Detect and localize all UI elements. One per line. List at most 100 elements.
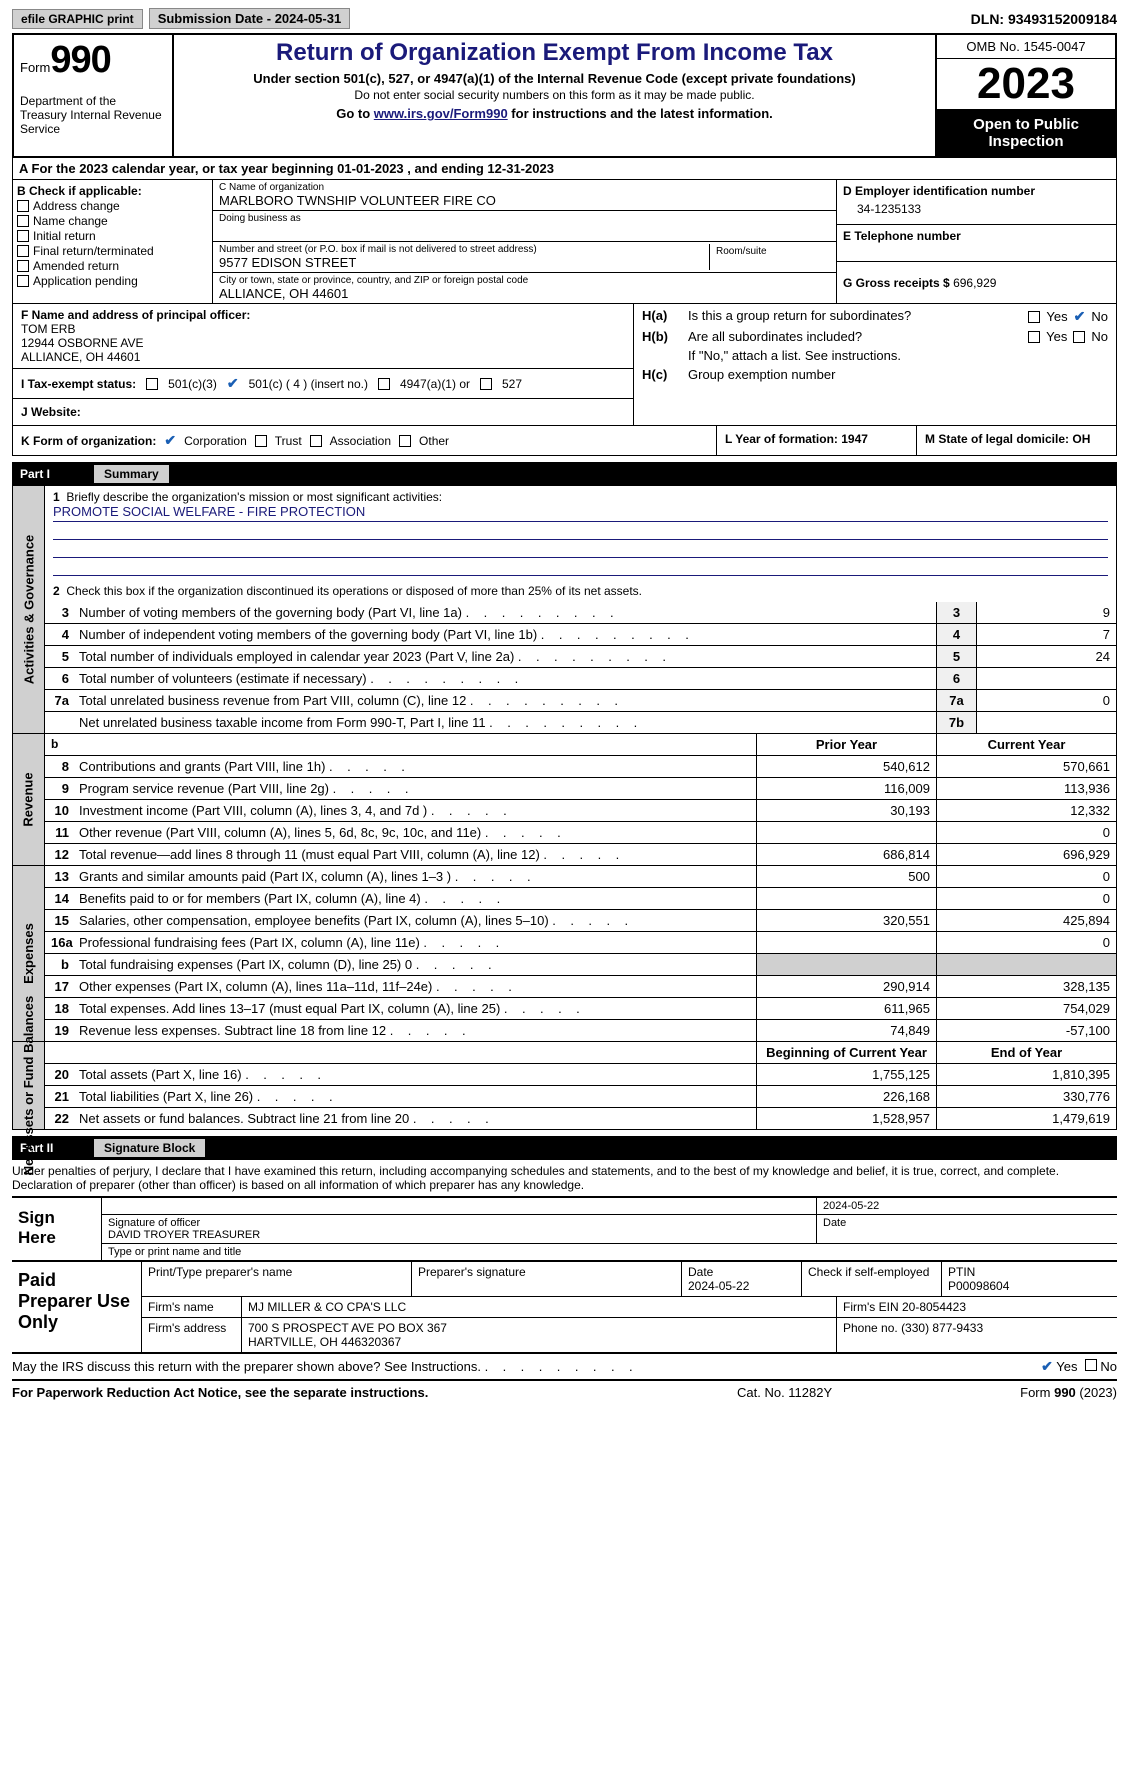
form-link-line: Go to www.irs.gov/Form990 for instructio…: [184, 106, 925, 121]
checkbox-discuss-no[interactable]: [1085, 1359, 1097, 1371]
checkbox-ha-yes[interactable]: [1028, 311, 1040, 323]
ein-value: 34-1235133: [843, 198, 1110, 220]
current-year-value: 696,929: [936, 844, 1116, 865]
gov-line-box: 5: [936, 646, 976, 667]
firm-addr2: HARTVILLE, OH 446320367: [248, 1335, 401, 1349]
checkbox-association[interactable]: [310, 435, 322, 447]
checkbox-final-return[interactable]: [17, 245, 29, 257]
sig-date: 2024-05-22: [817, 1198, 1117, 1214]
checkbox-hb-yes[interactable]: [1028, 331, 1040, 343]
checkmark-icon: ✔: [164, 432, 176, 449]
firm-phone: (330) 877-9433: [901, 1321, 983, 1335]
street-label: Number and street (or P.O. box if mail i…: [219, 244, 709, 255]
efile-button[interactable]: efile GRAPHIC print: [12, 9, 143, 29]
org-name: MARLBORO TWNSHIP VOLUNTEER FIRE CO: [219, 193, 830, 208]
gov-line-text: Total number of volunteers (estimate if …: [75, 668, 936, 689]
cat-number: Cat. No. 11282Y: [737, 1385, 937, 1400]
prior-year-value: 320,551: [756, 910, 936, 931]
mission-text: PROMOTE SOCIAL WELFARE - FIRE PROTECTION: [53, 504, 1108, 522]
checkbox-hb-no[interactable]: [1073, 331, 1085, 343]
line-text: Total revenue—add lines 8 through 11 (mu…: [75, 844, 756, 865]
omb-number: OMB No. 1545-0047: [937, 35, 1115, 59]
prior-year-value: [756, 954, 936, 975]
checkmark-icon: ✔: [1041, 1358, 1053, 1374]
prior-year-value: 1,528,957: [756, 1108, 936, 1129]
officer-addr1: 12944 OSBORNE AVE: [21, 336, 625, 350]
city: ALLIANCE, OH 44601: [219, 286, 830, 301]
checkbox-application-pending[interactable]: [17, 275, 29, 287]
line-text: Total liabilities (Part X, line 26): [75, 1086, 756, 1107]
line-text: Program service revenue (Part VIII, line…: [75, 778, 756, 799]
checkmark-icon: ✔: [227, 375, 239, 392]
current-year-header: Current Year: [936, 734, 1116, 755]
checkbox-other[interactable]: [399, 435, 411, 447]
org-name-label: C Name of organization: [219, 182, 830, 193]
firm-addr-label: Firm's address: [142, 1318, 242, 1352]
line-text: Revenue less expenses. Subtract line 18 …: [75, 1020, 756, 1041]
gov-line-text: Total number of individuals employed in …: [75, 646, 936, 667]
city-label: City or town, state or province, country…: [219, 275, 830, 286]
checkbox-4947[interactable]: [378, 378, 390, 390]
signature-block: Sign Here 2024-05-22 Signature of office…: [12, 1198, 1117, 1262]
part1-header: Part I Summary: [12, 462, 1117, 486]
checkbox-amended-return[interactable]: [17, 260, 29, 272]
sig-name-label: Type or print name and title: [102, 1244, 1117, 1260]
current-year-value: 0: [936, 932, 1116, 953]
firm-ein: 20-8054423: [902, 1300, 966, 1314]
hc-text: Group exemption number: [688, 367, 835, 382]
mission-label: Briefly describe the organization's miss…: [66, 490, 442, 504]
prior-year-value: 30,193: [756, 800, 936, 821]
current-year-value: 1,479,619: [936, 1108, 1116, 1129]
officer-label: F Name and address of principal officer:: [21, 308, 250, 322]
room-label: Room/suite: [716, 246, 824, 257]
net-assets-section: Net Assets or Fund Balances Beginning of…: [12, 1042, 1117, 1130]
form-org-label: K Form of organization:: [21, 434, 156, 448]
line-text: Contributions and grants (Part VIII, lin…: [75, 756, 756, 777]
governance-label: Activities & Governance: [21, 535, 36, 685]
gov-line-text: Number of voting members of the governin…: [75, 602, 936, 623]
gov-line-box: 4: [936, 624, 976, 645]
line-text: Professional fundraising fees (Part IX, …: [75, 932, 756, 953]
checkbox-address-change[interactable]: [17, 200, 29, 212]
ein-label: D Employer identification number: [843, 184, 1110, 198]
fjk-block: F Name and address of principal officer:…: [12, 304, 1117, 426]
website-label: J Website:: [13, 399, 633, 425]
prior-year-value: 116,009: [756, 778, 936, 799]
gov-line-box: 7a: [936, 690, 976, 711]
prep-self-emp: Check if self-employed: [802, 1262, 942, 1296]
checkbox-initial-return[interactable]: [17, 230, 29, 242]
gov-line-value: [976, 668, 1116, 689]
current-year-value: 0: [936, 866, 1116, 887]
prior-year-value: 500: [756, 866, 936, 887]
prior-year-value: 611,965: [756, 998, 936, 1019]
form-title: Return of Organization Exempt From Incom…: [184, 39, 925, 67]
line-a-tax-year: A For the 2023 calendar year, or tax yea…: [12, 158, 1117, 180]
prior-year-value: 686,814: [756, 844, 936, 865]
open-inspection: Open to Public Inspection: [937, 110, 1115, 156]
gov-line-text: Number of independent voting members of …: [75, 624, 936, 645]
form-footer: Form 990 (2023): [937, 1385, 1117, 1400]
line-text: Investment income (Part VIII, column (A)…: [75, 800, 756, 821]
form-link[interactable]: www.irs.gov/Form990: [374, 106, 508, 121]
checkbox-trust[interactable]: [255, 435, 267, 447]
officer-name: TOM ERB: [21, 322, 625, 336]
current-year-value: 0: [936, 888, 1116, 909]
line-text: Total expenses. Add lines 13–17 (must eq…: [75, 998, 756, 1019]
ha-text: Is this a group return for subordinates?: [688, 308, 911, 323]
line-text: Total fundraising expenses (Part IX, col…: [75, 954, 756, 975]
discuss-text: May the IRS discuss this return with the…: [12, 1359, 633, 1374]
form-label: Form: [20, 60, 50, 75]
firm-name: MJ MILLER & CO CPA'S LLC: [242, 1297, 837, 1317]
checkbox-527[interactable]: [480, 378, 492, 390]
prep-sig-label: Preparer's signature: [412, 1262, 682, 1296]
current-year-value: -57,100: [936, 1020, 1116, 1041]
line2-text: Check this box if the organization disco…: [66, 584, 642, 598]
current-year-value: 330,776: [936, 1086, 1116, 1107]
line-text: Total assets (Part X, line 16): [75, 1064, 756, 1085]
checkbox-name-change[interactable]: [17, 215, 29, 227]
gov-line-box: 7b: [936, 712, 976, 733]
checkbox-501c3[interactable]: [146, 378, 158, 390]
gov-line-value: 9: [976, 602, 1116, 623]
hb-text: Are all subordinates included?: [688, 329, 862, 344]
revenue-section: Revenue b Prior Year Current Year 8Contr…: [12, 734, 1117, 866]
